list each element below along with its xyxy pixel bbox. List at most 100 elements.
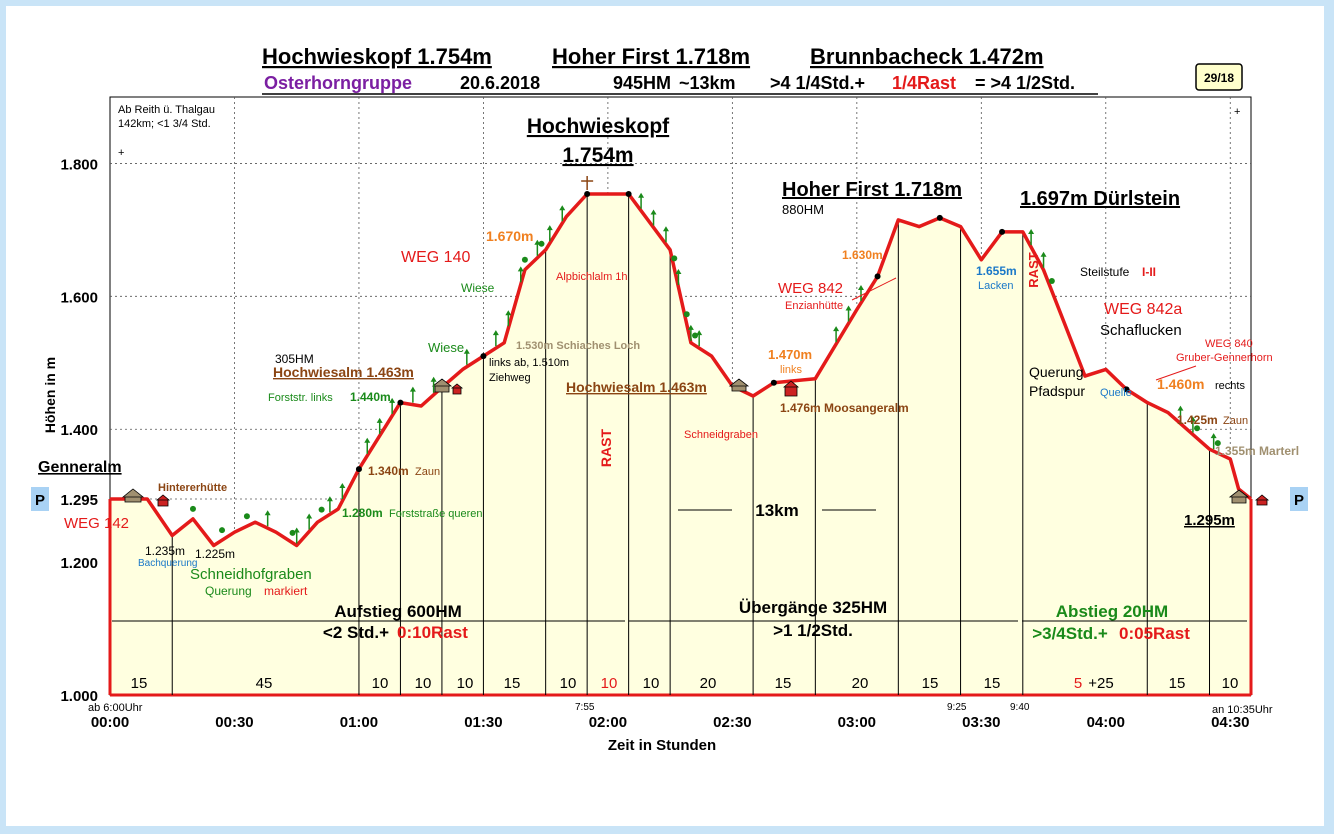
x-tick-label: 03:00 <box>838 714 876 731</box>
segment-duration: 15 <box>922 675 939 692</box>
segment-duration: 5 <box>1074 675 1082 692</box>
peak-title-2: Hoher First 1.718m <box>552 44 750 69</box>
phase-ascent-name: Aufstieg 600HM <box>334 602 462 621</box>
x-tick-label: 00:30 <box>215 714 253 731</box>
trail-marker-dot <box>692 332 699 339</box>
label-wiese-2: Wiese <box>461 281 495 295</box>
waypoint-dot <box>584 191 591 198</box>
waypoint-dot <box>397 399 404 406</box>
time-rest: 1/4Rast <box>892 73 956 93</box>
peak-title-1: Hochwieskopf 1.754m <box>262 44 492 69</box>
trail-marker-head <box>1028 229 1035 235</box>
waypoint-dot <box>1123 386 1130 393</box>
trail-marker-head <box>293 527 300 533</box>
time-mark-1: 7:55 <box>575 702 595 713</box>
info-line-1: Ab Reith ü. Thalgau <box>118 104 215 116</box>
trail-marker-head <box>675 269 682 275</box>
trail-marker-dot <box>683 311 690 318</box>
y-tick-label: 1.000 <box>60 688 98 705</box>
trail-marker-dot <box>289 529 296 536</box>
label-forststrasse-queren: Forststraße queren <box>389 508 483 520</box>
label-rast-1: RAST <box>598 429 614 468</box>
label-weg142: WEG 142 <box>64 515 129 532</box>
trail-marker-head <box>376 417 383 423</box>
trail-marker-head <box>1177 405 1184 411</box>
label-zaun: Zaun <box>415 466 440 478</box>
phase-traverse-time: >1 1/2Std. <box>773 621 853 640</box>
trail-marker-head <box>364 437 371 443</box>
segment-durations: 15 45 10 10 10 15 10 10 10 20 15 20 15 15 5 +25 15 10 <box>131 675 1239 692</box>
label-schneidgraben: Schneidgraben <box>684 429 758 441</box>
tour-date: 20.6.2018 <box>460 73 540 93</box>
trail-markers <box>189 176 1221 544</box>
trail-marker-head <box>857 284 864 290</box>
label-schaflucken: Schaflucken <box>1100 322 1182 339</box>
label-wiese-1: Wiese <box>428 340 464 355</box>
segment-duration: 20 <box>700 675 717 692</box>
trail-marker-dot <box>1194 425 1201 432</box>
label-quelle: Quelle <box>1100 387 1132 399</box>
segment-duration: 15 <box>775 675 792 692</box>
label-pfadspur: Pfadspur <box>1029 383 1085 399</box>
label-duerlstein: 1.697m Dürlstein <box>1020 188 1180 210</box>
label-hintererhuette: Hintererhütte <box>158 482 227 494</box>
y-tick-label: 1.295 <box>60 492 98 509</box>
trail-marker-head <box>463 348 470 354</box>
x-tick-label: 04:30 <box>1211 714 1249 731</box>
trail-marker-dot <box>219 527 226 534</box>
parking-left-box <box>31 487 49 511</box>
segment-duration: 10 <box>1222 675 1239 692</box>
waypoint-dot <box>355 466 362 473</box>
elevation-area <box>110 194 1251 695</box>
time-mark-2: 9:25 <box>947 702 967 713</box>
label-lacken: Lacken <box>978 280 1013 292</box>
trail-marker-head <box>409 386 416 392</box>
trail-marker-dot <box>189 505 196 512</box>
label-weg140: WEG 140 <box>401 249 470 266</box>
segment-duration: 20 <box>852 675 869 692</box>
trail-marker-head <box>339 482 346 488</box>
segment-lines <box>108 194 1253 697</box>
phase-ascent-time: <2 Std.+ <box>323 623 389 642</box>
trail-marker-dot <box>243 513 250 520</box>
label-schneidhofgraben: Schneidhofgraben <box>190 566 312 583</box>
trail-marker-head <box>845 305 852 311</box>
annotations: Genneralm WEG 142 Hintererhütte 1.235m B… <box>38 115 1299 598</box>
time-b: = >4 1/2Std. <box>975 73 1075 93</box>
parking-left: P <box>35 492 45 509</box>
distance: ~13km <box>679 73 736 93</box>
trail-marker-head <box>662 226 669 232</box>
trail-marker-dot <box>318 506 325 513</box>
trail-marker-dot <box>671 255 678 262</box>
label-steil-grade: I-II <box>1142 265 1156 279</box>
segment-duration: 10 <box>601 675 618 692</box>
distance-label: 13km <box>755 501 798 520</box>
label-schiaches-loch: 1.530m Schiaches Loch <box>516 340 640 352</box>
waypoint-dot <box>874 273 881 280</box>
trail-marker-head <box>492 330 499 336</box>
segment-duration: 15 <box>131 675 148 692</box>
info-line-2: 142km; <1 3/4 Std. <box>118 118 211 130</box>
waypoint-dot <box>480 353 487 360</box>
label-1295: 1.295m <box>1184 512 1235 529</box>
trail-marker-head <box>546 225 553 231</box>
x-tick-label: 03:30 <box>962 714 1000 731</box>
label-alpbichlalm: Alpbichlalm 1h <box>556 271 628 283</box>
segment-duration: 10 <box>457 675 474 692</box>
label-1470: 1.470m <box>768 347 812 362</box>
segment-duration: +25 <box>1088 675 1113 692</box>
trail-marker-head <box>650 209 657 215</box>
badge-box <box>1195 63 1243 91</box>
label-1340: 1.340m <box>368 464 409 478</box>
label-1630: 1.630m <box>842 248 883 262</box>
label-genneralm: Genneralm <box>38 459 122 476</box>
x-tick-label: 00:00 <box>91 714 129 731</box>
parking-right-box <box>1290 487 1308 511</box>
label-305hm: 305HM <box>275 352 314 366</box>
trail-marker-head <box>696 330 703 336</box>
trail-marker-dot <box>521 256 528 263</box>
label-1670: 1.670m <box>486 228 533 244</box>
time-mark-3: 9:40 <box>1010 702 1030 713</box>
badge: 29/18 <box>1204 71 1234 85</box>
label-forststr-links: Forststr. links <box>268 392 333 404</box>
